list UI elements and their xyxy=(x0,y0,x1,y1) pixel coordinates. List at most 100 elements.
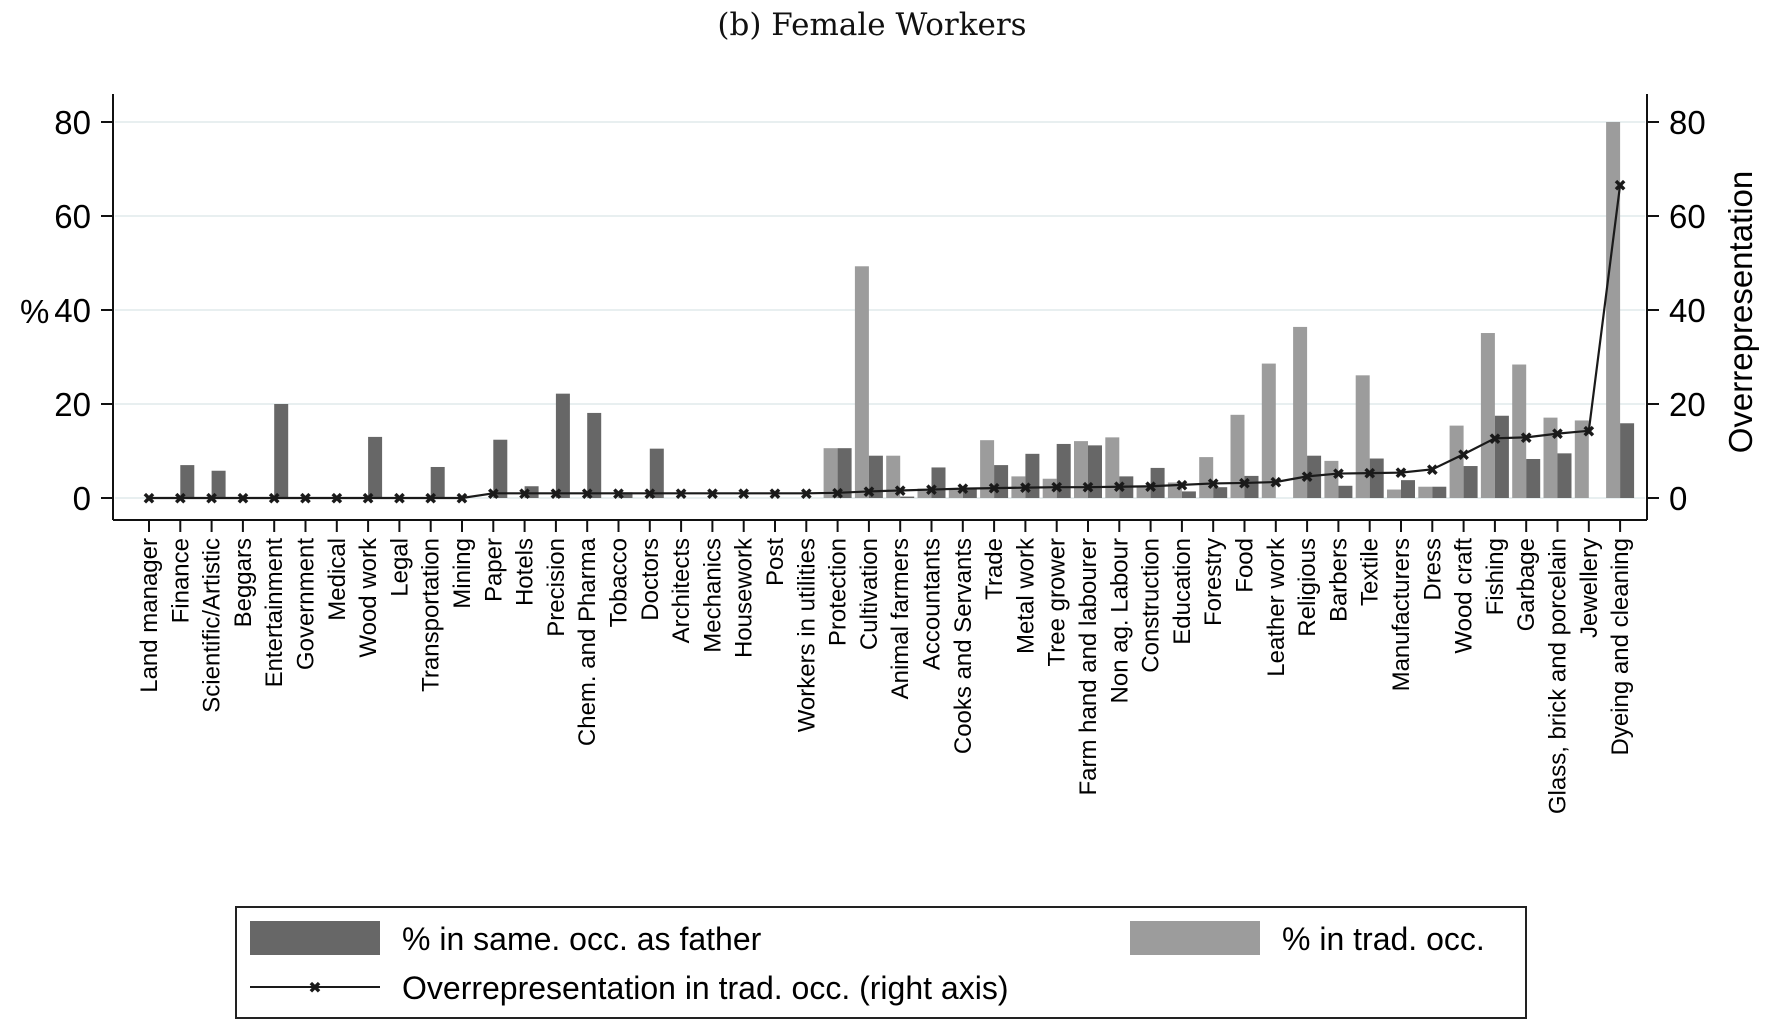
x-tick-label: Non ag. Labour xyxy=(1106,538,1133,703)
overrep-marker: ✖ xyxy=(549,484,562,503)
x-tick-label: Mechanics xyxy=(699,538,726,653)
bar-same-occ xyxy=(868,455,883,498)
x-tick-label: Scientific/Artistic xyxy=(199,538,226,713)
bar-trad-occ xyxy=(854,266,869,498)
overrep-marker: ✖ xyxy=(1613,176,1626,195)
overrep-marker: ✖ xyxy=(1206,474,1219,493)
x-tick-label: Education xyxy=(1169,538,1196,645)
bar-same-occ xyxy=(1181,491,1196,498)
x-tick-label: Dress xyxy=(1419,538,1446,601)
x-tick-label: Beggars xyxy=(230,538,257,627)
x-tick-label: Post xyxy=(762,538,789,586)
overrep-marker: ✖ xyxy=(1269,473,1282,492)
x-tick-label: Cultivation xyxy=(856,538,883,650)
bar-same-occ xyxy=(1557,453,1572,498)
y-tick-label-left: 0 xyxy=(73,480,91,517)
overrep-marker: ✖ xyxy=(424,489,437,508)
overrep-marker: ✖ xyxy=(518,484,531,503)
x-tick-label: Government xyxy=(293,538,320,670)
x-tick-label: Dyeing and cleaning xyxy=(1607,538,1634,756)
overrep-marker: ✖ xyxy=(330,489,343,508)
overrep-line-path xyxy=(149,184,1622,500)
overrep-marker: ✖ xyxy=(1050,478,1063,497)
y-tick-label-right: 80 xyxy=(1669,104,1706,141)
bar-trad-occ xyxy=(1261,363,1276,498)
bar-same-occ xyxy=(368,436,383,498)
x-tick-label: Wood work xyxy=(355,537,382,658)
x-tick-label: Mining xyxy=(449,538,476,609)
y-tick-label-left: 40 xyxy=(54,292,91,329)
overrep-marker: ✖ xyxy=(1332,465,1345,484)
bar-same-occ xyxy=(524,486,539,498)
overrep-marker: ✖ xyxy=(800,484,813,503)
bar-same-occ xyxy=(430,466,445,498)
legend-box xyxy=(235,906,1527,1019)
x-tick-label: Jewellery xyxy=(1576,538,1603,638)
overrep-marker: ✖ xyxy=(236,489,249,508)
bar-trad-occ xyxy=(823,448,838,498)
bar-same-occ xyxy=(493,439,508,498)
bar-trad-occ xyxy=(917,488,932,498)
overrep-marker: ✖ xyxy=(1300,467,1313,486)
overrep-marker: ✖ xyxy=(987,479,1000,498)
bar-same-occ xyxy=(837,448,852,498)
bar-same-occ xyxy=(1088,445,1102,498)
overrep-marker: ✖ xyxy=(768,484,781,503)
y-tick-label-right: 20 xyxy=(1669,386,1706,423)
overrep-marker: ✖ xyxy=(1394,464,1407,483)
legend-label-same-occ: % in same. occ. as father xyxy=(402,921,762,957)
x-tick-label: Precision xyxy=(543,538,570,637)
legend-label-overrep: Overrepresentation in trad. occ. (right … xyxy=(402,970,1008,1006)
x-tick-label: Glass, brick and porcelain xyxy=(1545,538,1572,814)
overrep-marker: ✖ xyxy=(174,489,187,508)
legend-label-trad-occ: % in trad. occ. xyxy=(1282,921,1485,957)
bar-trad-occ xyxy=(1293,326,1308,498)
bar-same-occ xyxy=(994,465,1009,498)
bar-trad-occ xyxy=(1574,420,1589,498)
legend-line-marker-icon: ✖ xyxy=(308,978,321,997)
bar-same-occ xyxy=(1244,475,1259,498)
overrep-marker: ✖ xyxy=(737,484,750,503)
overrep-marker: ✖ xyxy=(267,489,280,508)
x-tick-label: Accountants xyxy=(919,538,946,670)
bar-same-occ xyxy=(211,470,226,498)
overrep-marker: ✖ xyxy=(361,489,374,508)
x-tick-label: Manufacturers xyxy=(1388,538,1415,691)
x-tick-label: Garbage xyxy=(1513,538,1540,631)
y-axis-right-title: Overrepresentation xyxy=(1722,171,1759,453)
y-tick-label-right: 40 xyxy=(1669,292,1706,329)
overrep-marker: ✖ xyxy=(1457,445,1470,464)
x-tick-label: Hotels xyxy=(512,538,539,606)
overrep-marker: ✖ xyxy=(205,489,218,508)
x-tick-label: Cooks and Servants xyxy=(950,538,977,754)
bar-trad-occ xyxy=(1074,441,1088,498)
overrep-marker: ✖ xyxy=(643,484,656,503)
legend-swatch-trad-occ xyxy=(1130,921,1260,955)
x-tick-label: Barbers xyxy=(1325,538,1352,622)
overrep-marker: ✖ xyxy=(1363,464,1376,483)
overrep-marker: ✖ xyxy=(1426,460,1439,479)
x-tick-label: Protection xyxy=(825,538,852,646)
x-tick-label: Textile xyxy=(1357,538,1384,606)
y-tick-label-right: 60 xyxy=(1669,198,1706,235)
bar-trad-occ xyxy=(1199,457,1214,498)
bar-same-occ xyxy=(1338,485,1353,498)
bar-same-occ xyxy=(1369,458,1384,498)
overrep-marker: ✖ xyxy=(706,484,719,503)
x-tick-label: Tree grower xyxy=(1044,538,1071,666)
bar-same-occ xyxy=(1432,486,1447,498)
y-axis-left-ticks: 0 20 40 60 80 xyxy=(54,104,113,517)
bar-trad-occ xyxy=(1512,364,1527,498)
overrep-marker: ✖ xyxy=(1551,425,1564,444)
bar-trad-occ xyxy=(1418,486,1433,498)
bar-same-occ xyxy=(1401,480,1415,498)
overrep-marker: ✖ xyxy=(1519,428,1532,447)
overrep-marker: ✖ xyxy=(1582,422,1595,441)
x-tick-label: Architects xyxy=(668,538,695,643)
bar-same-occ xyxy=(900,496,915,498)
x-tick-label: Transportation xyxy=(418,538,445,692)
bar-same-occ xyxy=(274,404,289,498)
x-axis-ticks: Land manager Finance Scientific/Artistic Be… xyxy=(136,520,1634,814)
overrep-line: ✖ ✖ ✖ ✖ ✖ ✖ ✖ ✖ ✖ ✖ ✖ ✖ ✖ ✖ ✖ ✖ ✖ ✖ ✖ ✖ ✖ ✖ ✖ ✖ ✖ ✖ ✖ ✖ ✖ ✖ ✖ ✖ ✖ ✖ ✖ ✖ ✖ ✖ ✖ ✖… xyxy=(142,176,1627,508)
x-tick-label: Paper xyxy=(480,538,507,602)
